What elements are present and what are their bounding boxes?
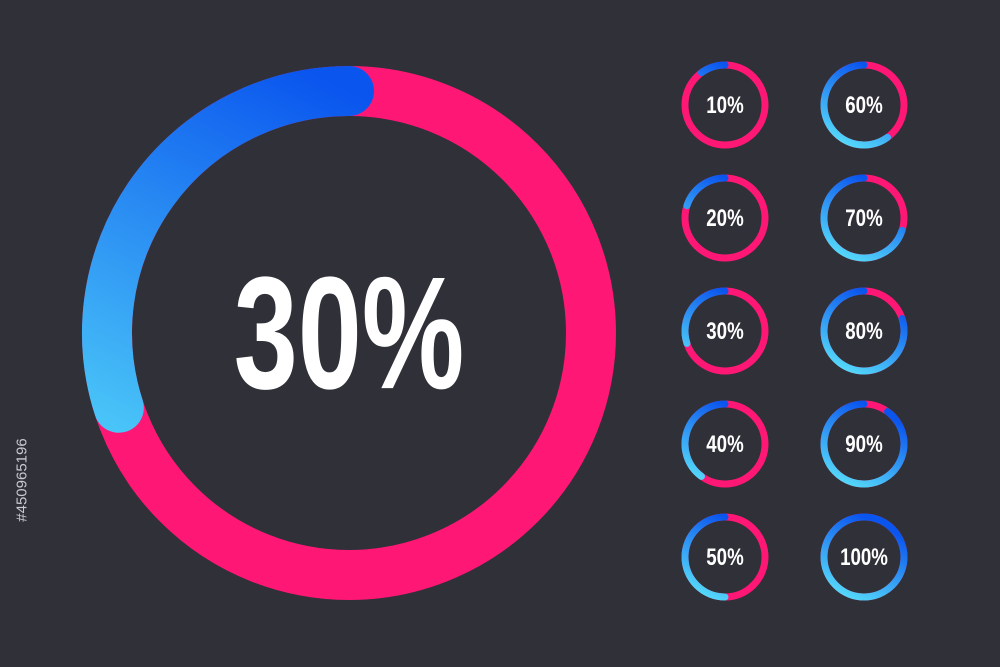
percent-label: 30% <box>706 318 743 345</box>
progress-arc <box>82 66 374 433</box>
percent-label: 20% <box>706 205 743 232</box>
progress-arc <box>820 287 908 375</box>
progress-arc <box>681 287 729 347</box>
progress-arc <box>820 513 908 601</box>
percent-label: 100% <box>840 544 888 571</box>
percent-label: 30% <box>234 243 465 422</box>
percent-label: 90% <box>845 431 882 458</box>
progress-arc <box>820 400 908 488</box>
percent-label: 10% <box>706 92 743 119</box>
progress-arc <box>820 174 906 262</box>
percent-label: 70% <box>845 205 882 232</box>
progress-arc <box>683 174 729 210</box>
percent-label: 40% <box>706 431 743 458</box>
percent-label: 50% <box>706 544 743 571</box>
progress-arc <box>681 513 729 601</box>
progress-arc <box>820 61 892 149</box>
percent-label: 80% <box>845 318 882 345</box>
progress-arc <box>697 61 729 77</box>
percent-label: 60% <box>845 92 882 119</box>
stock-id: #450965196 <box>14 438 31 521</box>
progress-arc <box>681 400 729 480</box>
